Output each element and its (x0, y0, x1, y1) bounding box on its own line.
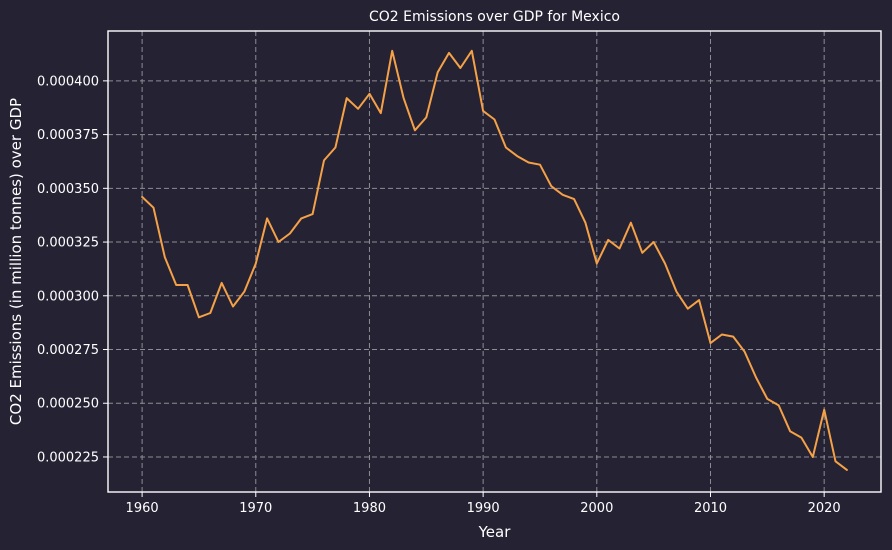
series-line-group (141, 49, 848, 471)
x-tick-label: 1980 (353, 501, 386, 516)
y-tick-label: 0.000350 (37, 182, 99, 197)
chart-title: CO2 Emissions over GDP for Mexico (369, 9, 620, 25)
grid-lines (108, 31, 881, 492)
y-tick-label: 0.000250 (37, 397, 99, 412)
x-tick-label: 2020 (808, 501, 841, 516)
x-tick-label: 1960 (126, 501, 159, 516)
y-tick-label: 0.000400 (37, 74, 99, 89)
y-axis-label: CO2 Emissions (in million tonnes) over G… (7, 98, 25, 425)
x-tick-label: 1970 (239, 501, 272, 516)
y-tick-label: 0.000325 (37, 236, 99, 251)
x-axis-ticks: 1960 1970 1980 1990 2000 2010 2020 (126, 492, 841, 516)
y-tick-label: 0.000225 (37, 450, 99, 465)
y-axis-ticks: 0.000225 0.000250 0.000275 0.000300 0.000325… (37, 74, 108, 465)
x-tick-label: 1990 (467, 501, 500, 516)
series-line (141, 49, 848, 471)
y-tick-label: 0.000375 (37, 128, 99, 143)
x-axis-label: Year (478, 523, 512, 541)
x-tick-label: 2010 (694, 501, 727, 516)
plot-frame (107, 30, 882, 493)
y-tick-label: 0.000275 (37, 343, 99, 358)
x-tick-label: 2000 (580, 501, 613, 516)
y-tick-label: 0.000300 (37, 289, 99, 304)
